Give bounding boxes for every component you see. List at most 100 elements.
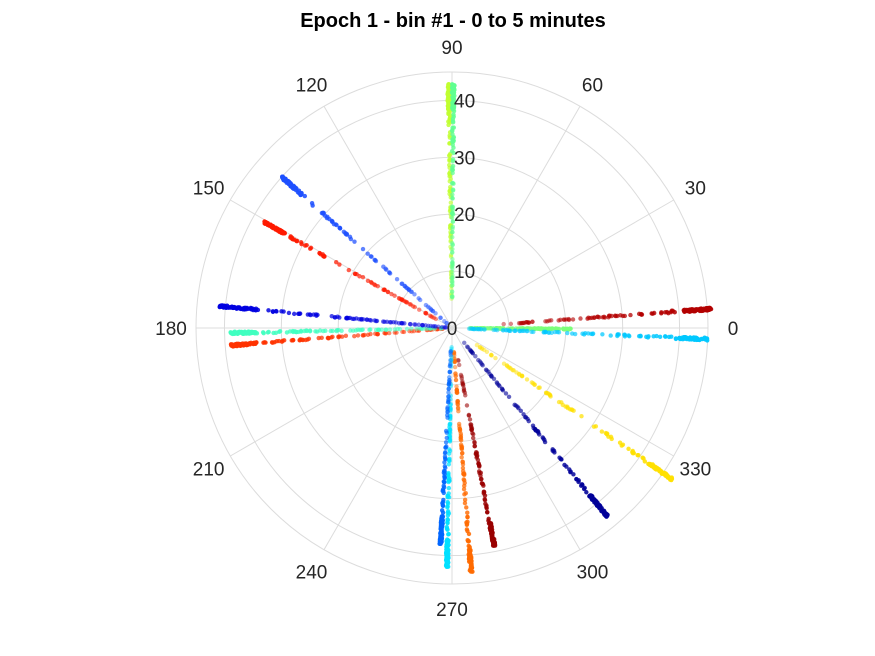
- data-point: [635, 453, 640, 458]
- data-point: [569, 407, 575, 413]
- series-6: [451, 349, 475, 574]
- data-point: [446, 457, 452, 462]
- data-point: [232, 304, 237, 310]
- data-point: [470, 350, 475, 356]
- data-point: [306, 336, 312, 341]
- data-point: [302, 193, 308, 199]
- data-point: [474, 326, 479, 332]
- data-point: [432, 324, 437, 329]
- data-point: [360, 275, 366, 280]
- angle-tick-label: 270: [436, 600, 468, 621]
- data-point: [297, 311, 302, 316]
- data-point: [440, 326, 445, 331]
- data-point: [530, 319, 535, 324]
- data-point: [570, 331, 575, 336]
- data-point: [462, 480, 467, 486]
- data-point: [449, 358, 454, 363]
- data-point: [442, 480, 447, 485]
- data-point: [638, 311, 644, 317]
- series-1: [467, 325, 573, 332]
- data-point: [630, 448, 635, 454]
- data-point: [464, 344, 470, 349]
- data-point: [466, 412, 472, 418]
- data-point: [664, 309, 670, 315]
- data-point: [409, 289, 415, 295]
- radial-tick-label: 10: [454, 262, 475, 283]
- data-point: [417, 307, 422, 312]
- data-point: [471, 326, 477, 332]
- data-point: [662, 334, 668, 339]
- data-point: [448, 358, 453, 363]
- data-point: [431, 326, 436, 331]
- data-point: [472, 325, 478, 331]
- series-layer: [217, 82, 714, 574]
- data-point: [447, 153, 452, 158]
- data-point: [558, 317, 563, 323]
- data-point: [452, 359, 457, 364]
- data-point: [419, 326, 424, 331]
- data-point: [682, 307, 687, 313]
- data-point: [384, 267, 389, 272]
- data-point: [456, 409, 461, 414]
- radial-tick-label: 40: [454, 91, 475, 112]
- data-point: [468, 326, 473, 331]
- data-point: [365, 251, 370, 256]
- data-point: [430, 327, 435, 332]
- data-point: [445, 520, 450, 526]
- data-point: [451, 90, 457, 95]
- data-point: [609, 436, 614, 442]
- data-point: [593, 424, 599, 429]
- data-point: [448, 349, 453, 354]
- grid-spoke-210: [230, 327, 453, 457]
- data-point: [458, 431, 463, 436]
- data-point: [281, 230, 286, 236]
- data-point: [699, 306, 704, 311]
- data-point: [450, 107, 455, 112]
- data-point: [468, 554, 474, 560]
- grid-spoke-30: [451, 199, 674, 329]
- data-point: [580, 482, 585, 488]
- data-point: [596, 504, 601, 509]
- data-point: [552, 329, 558, 335]
- data-point: [443, 325, 449, 330]
- data-point: [468, 424, 474, 429]
- data-point: [426, 323, 431, 329]
- data-point: [432, 326, 438, 331]
- data-point: [433, 311, 438, 316]
- data-point: [477, 345, 483, 350]
- data-point: [382, 287, 387, 292]
- data-point: [438, 326, 443, 332]
- data-point: [474, 326, 480, 331]
- data-point: [236, 305, 241, 310]
- data-point: [317, 328, 323, 333]
- data-point: [448, 200, 454, 205]
- data-point: [561, 327, 567, 332]
- data-point: [442, 325, 447, 330]
- data-point: [449, 293, 454, 299]
- data-point: [680, 337, 686, 342]
- data-point: [512, 328, 517, 333]
- data-point: [352, 333, 357, 339]
- data-point: [451, 150, 456, 156]
- data-point: [291, 337, 296, 343]
- data-point: [392, 330, 397, 335]
- data-point: [450, 206, 455, 211]
- data-point: [423, 310, 428, 316]
- data-point: [457, 362, 462, 368]
- data-point: [461, 486, 467, 492]
- data-point: [689, 337, 694, 342]
- data-point: [673, 336, 679, 342]
- data-point: [466, 543, 471, 549]
- data-point: [375, 327, 381, 332]
- data-point: [603, 512, 608, 517]
- data-point: [467, 549, 473, 554]
- data-point: [482, 327, 487, 332]
- data-point: [546, 330, 551, 335]
- data-point: [441, 490, 446, 496]
- data-point: [391, 319, 396, 325]
- data-point: [627, 333, 632, 339]
- data-point: [481, 483, 486, 488]
- data-point: [279, 309, 284, 314]
- data-point: [450, 158, 456, 164]
- data-point: [443, 325, 448, 330]
